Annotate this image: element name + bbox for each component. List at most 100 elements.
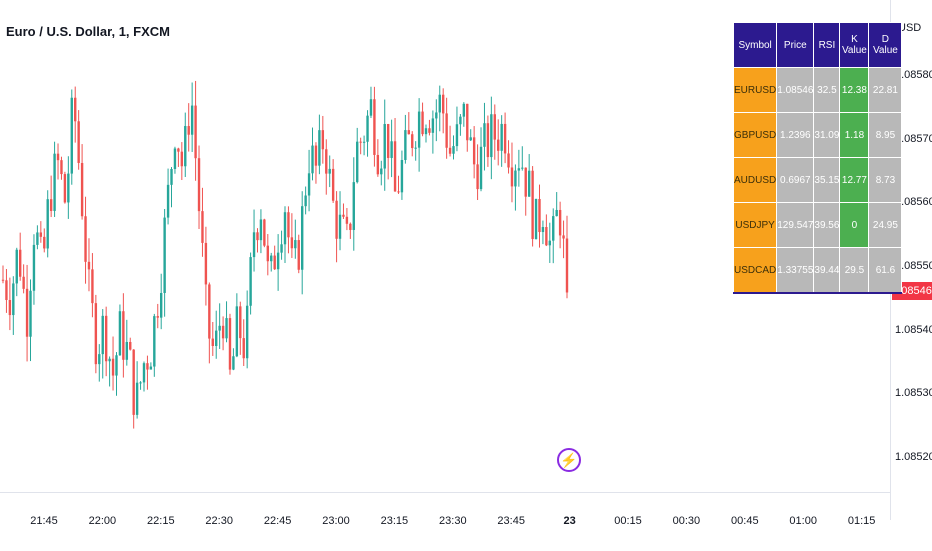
- candle-down: [345, 216, 349, 224]
- candle-down: [393, 141, 397, 192]
- candle-up: [225, 318, 228, 339]
- candle-up: [435, 112, 438, 119]
- candle-down: [493, 114, 496, 140]
- candle-down: [497, 139, 500, 151]
- candle-down: [104, 315, 108, 362]
- candle-down: [242, 338, 245, 359]
- lightning-bolt-icon[interactable]: ⚡: [557, 448, 581, 472]
- candle-down: [239, 306, 242, 339]
- candle-down: [349, 223, 352, 230]
- indicator-table: Symbol Price RSI K Value D Value EURUSD 1…: [732, 22, 903, 294]
- price-tick-label: 1.08570: [895, 132, 932, 145]
- candle-up: [46, 199, 49, 249]
- candle-up: [490, 114, 493, 158]
- candle-down: [256, 232, 259, 241]
- candle-up: [462, 103, 466, 117]
- cell-k-value: 29.5: [839, 247, 870, 294]
- candle-up: [125, 341, 129, 360]
- time-tick-label: 23:00: [322, 515, 350, 527]
- table-row: USDCAD 1.33755 39.44 29.5 61.6: [732, 247, 903, 294]
- candle-up: [245, 305, 249, 359]
- candle-up: [369, 99, 373, 116]
- header-rsi: RSI: [813, 22, 841, 68]
- time-tick-label: 01:00: [789, 515, 817, 527]
- cell-price: 0.6967: [776, 157, 815, 203]
- candle-down: [524, 167, 527, 197]
- candle-down: [325, 149, 328, 174]
- candle-down: [342, 214, 345, 217]
- cell-rsi: 32.5: [813, 67, 841, 113]
- candle-up: [98, 354, 101, 365]
- candle-down: [49, 199, 53, 211]
- time-tick-label: 23:45: [497, 515, 525, 527]
- candle-down: [562, 235, 565, 239]
- candle-up: [115, 355, 118, 376]
- candle-up: [338, 214, 342, 239]
- candle-up: [459, 116, 462, 125]
- candle-down: [22, 276, 25, 289]
- time-axis[interactable]: [0, 492, 890, 551]
- candle-up: [249, 257, 252, 306]
- candle-up: [270, 255, 273, 262]
- time-tick-label: 00:15: [614, 515, 642, 527]
- candle-up: [101, 315, 104, 355]
- candle-up: [53, 153, 56, 211]
- candle-down: [448, 147, 452, 154]
- time-tick-label: 00:30: [672, 515, 701, 527]
- candle-up: [142, 363, 146, 383]
- candle-down: [273, 255, 276, 270]
- candle-up: [417, 111, 421, 148]
- candle-up: [283, 212, 287, 245]
- candle-up: [548, 240, 552, 246]
- time-tick-label: 23: [563, 515, 576, 527]
- candlestick-chart[interactable]: [0, 0, 890, 492]
- table-row: USDJPY 129.547 39.56 0 24.95: [732, 202, 903, 248]
- candle-up: [352, 182, 355, 230]
- candle-up: [514, 170, 517, 187]
- candle-down: [5, 280, 8, 300]
- price-tick-label: 1.08520: [895, 451, 932, 463]
- candle-up: [173, 148, 177, 169]
- header-d-value: D Value: [868, 22, 903, 68]
- candle-up: [328, 168, 331, 174]
- cell-rsi: 31.09: [813, 112, 841, 158]
- candle-up: [362, 141, 366, 143]
- candle-down: [545, 227, 548, 246]
- cell-price: 129.547: [776, 202, 815, 248]
- candle-up: [36, 232, 39, 245]
- candle-down: [287, 212, 290, 238]
- candle-up: [218, 325, 221, 331]
- candle-down: [476, 164, 479, 190]
- price-tick-label: 1.08560: [895, 196, 932, 209]
- candle-up: [534, 198, 538, 240]
- candle-up: [555, 209, 558, 217]
- candle-up: [404, 130, 407, 160]
- time-tick-label: 23:15: [380, 515, 409, 527]
- candle-down: [290, 237, 294, 249]
- candle-down: [228, 318, 232, 370]
- candle-up: [438, 94, 441, 113]
- candle-down: [538, 198, 541, 233]
- candle-up: [452, 146, 455, 154]
- time-tick-label: 22:30: [205, 515, 233, 527]
- candle-down: [407, 130, 411, 135]
- candle-up: [366, 115, 369, 142]
- candle-down: [56, 153, 60, 161]
- candle-down: [208, 284, 211, 339]
- candle-up: [311, 145, 314, 174]
- price-tick-label: 1.08530: [895, 387, 932, 400]
- cell-price: 1.33755: [776, 247, 815, 294]
- candle-down: [18, 249, 22, 277]
- cell-rsi: 35.15: [813, 157, 841, 203]
- chart-title: Euro / U.S. Dollar, 1, FXCM: [6, 24, 170, 39]
- candle-down: [558, 209, 562, 236]
- candle-down: [39, 232, 43, 237]
- cell-symbol: EURUSD: [732, 67, 778, 113]
- price-axis-unit: USD: [898, 22, 922, 34]
- candle-up: [118, 311, 122, 356]
- candle-up: [15, 249, 18, 284]
- candle-up: [521, 167, 524, 169]
- candle-down: [74, 97, 77, 122]
- candle-down: [397, 191, 400, 193]
- candle-up: [527, 170, 531, 197]
